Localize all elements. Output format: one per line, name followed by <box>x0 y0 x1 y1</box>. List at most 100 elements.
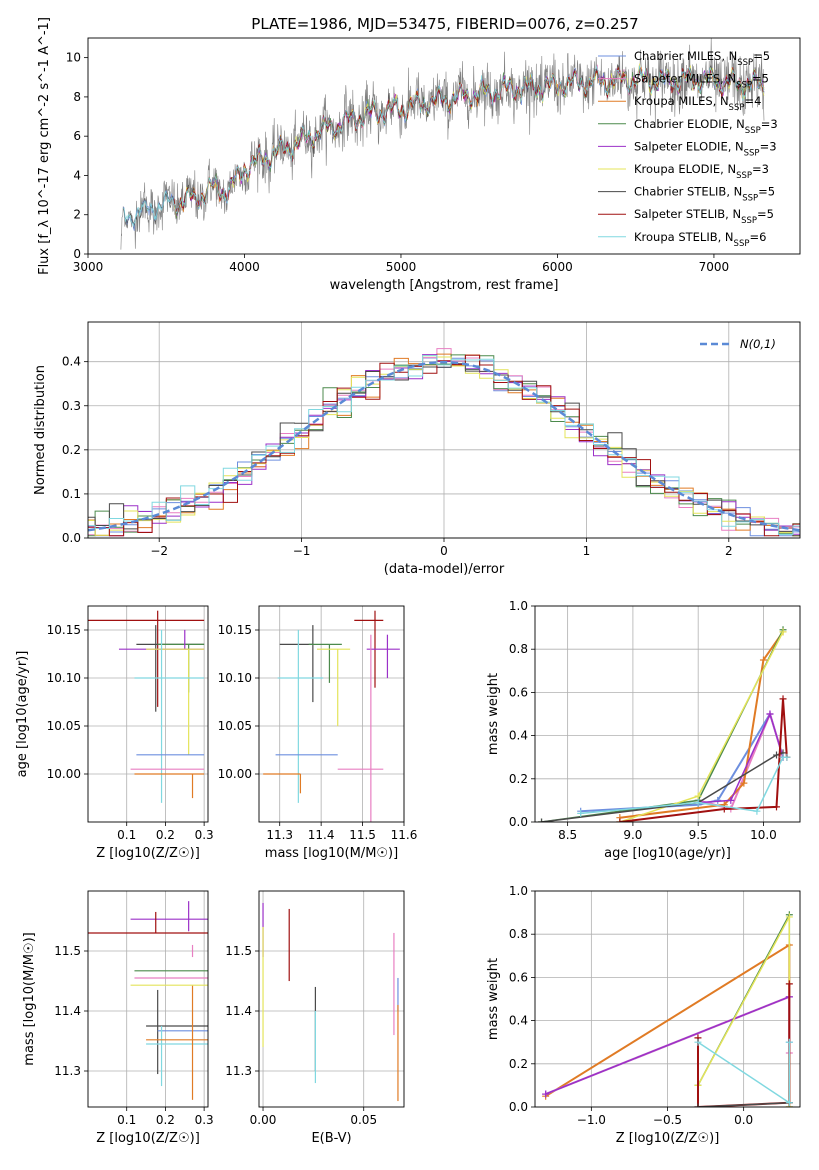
axes-spectrum: 3000 4000 5000 6000 7000 0 2 4 6 8 10 wavelength [A… <box>37 17 801 293</box>
series-marker <box>785 1038 793 1046</box>
legend-entry: Chabrier STELIB, NSSP=5 <box>634 185 775 204</box>
x-tick-label: 0 <box>440 544 448 558</box>
legend-text-part: =3 <box>752 162 769 176</box>
legend-text-part: Salpeter MILES, N <box>634 72 736 86</box>
legend-entry: Kroupa ELODIE, NSSP=3 <box>634 162 769 181</box>
errorbar-point <box>279 625 314 703</box>
x-tick-label: 4000 <box>229 260 260 274</box>
series-marker <box>779 695 787 703</box>
y-tick-label: 0 <box>73 247 81 261</box>
y-tick-label: 0.4 <box>62 355 81 369</box>
axes-frame <box>87 37 801 255</box>
plot-area-mass_vs_Z <box>88 901 208 1100</box>
y-tick-label: 10.05 <box>47 719 81 733</box>
y-tick-label: 10.15 <box>47 623 81 637</box>
series-line-chabrier-elodie <box>541 629 784 822</box>
y-tick-label: 1.0 <box>509 884 528 898</box>
errorbar-point <box>134 629 205 803</box>
plot-area-age_vs_Z <box>88 610 205 803</box>
legend-entry: Salpeter STELIB, NSSP=5 <box>634 207 774 226</box>
series-marker <box>542 1090 550 1098</box>
axes-mass_vs_Z: 0.1 0.2 0.3 11.3 11.4 11.5 Z [log10(Z/Z☉)] mass… <box>22 890 214 1146</box>
x-tick-label: 0.2 <box>156 828 175 842</box>
y-tick-label: 0.0 <box>509 1100 528 1114</box>
axes-frame <box>258 890 405 1108</box>
axes-frame <box>87 890 209 1108</box>
legend-text-part: =5 <box>757 207 774 221</box>
x-tick-label: 10.0 <box>750 828 777 842</box>
y-tick-label: 0.1 <box>62 487 81 501</box>
series-marker <box>773 803 781 811</box>
x-tick-label: 0.2 <box>156 1113 175 1127</box>
y-tick-label: 2 <box>73 208 81 222</box>
series-marker <box>740 779 748 787</box>
legend-entry: Chabrier MILES, NSSP=5 <box>634 49 770 68</box>
y-tick-label: 10.15 <box>218 623 252 637</box>
y-axis-label: mass weight <box>486 958 501 1040</box>
legend-text-part: Salpeter STELIB, N <box>634 207 741 221</box>
errorbar-point <box>157 643 205 693</box>
series-marker <box>766 710 774 718</box>
y-tick-label: 10.10 <box>218 671 252 685</box>
y-tick-label: 0.8 <box>509 642 528 656</box>
errorbar-point <box>337 634 384 822</box>
y-tick-label: 0.4 <box>509 1014 528 1028</box>
y-tick-label: 10 <box>66 51 81 65</box>
x-tick-label: 3000 <box>73 260 104 274</box>
series-marker <box>577 809 585 817</box>
y-tick-label: 8 <box>73 90 81 104</box>
series-marker <box>779 628 787 636</box>
x-tick-label: 7000 <box>699 260 730 274</box>
legend-text-part: =5 <box>758 185 775 199</box>
y-tick-label: 0.2 <box>509 772 528 786</box>
y-tick-label: 0.2 <box>62 443 81 457</box>
x-axis-label: age [log10(age/yr)] <box>604 846 731 861</box>
legend-text-part: =5 <box>753 49 770 63</box>
histogram-kroupa-stelib <box>88 355 800 535</box>
y-tick-label: 4 <box>73 168 81 182</box>
axes-residuals: −2 −1 0 1 2 0.0 0.1 0.2 0.3 0.4 (data-model)/error… <box>33 321 801 577</box>
axes-age_vs_Z: 0.1 0.2 0.3 10.00 10.05 10.10 10.15 Z [log10(Z/… <box>15 605 214 861</box>
y-tick-label: 1.0 <box>509 599 528 613</box>
legend-text-part: SSP <box>736 171 752 181</box>
plot-area-mass_weight_vs_age <box>538 626 791 822</box>
legend-text-part: SSP <box>737 58 753 68</box>
legend-text-part: =6 <box>749 230 766 244</box>
axes-mass_vs_EBV: 0.00 0.05 11.3 11.4 11.5 E(B-V) <box>225 890 405 1146</box>
series-marker <box>783 753 791 761</box>
x-tick-label: −0.5 <box>653 1113 682 1127</box>
axes-frame <box>534 605 801 823</box>
series-line-salpeter-elodie <box>698 711 784 804</box>
x-axis-label: mass [log10(M/M☉)] <box>265 846 398 861</box>
legend-text-part: Chabrier MILES, N <box>634 49 737 63</box>
series-marker <box>759 656 767 664</box>
errorbar-point <box>134 773 205 799</box>
y-tick-label: 10.00 <box>218 767 252 781</box>
errorbar-point <box>366 634 400 679</box>
errorbar-point <box>88 911 208 934</box>
y-tick-label: 0.2 <box>509 1057 528 1071</box>
y-tick-label: 0.0 <box>62 531 81 545</box>
errorbar-point <box>146 989 208 1075</box>
frame-mass_vs_EBV: 0.00 0.05 11.3 11.4 11.5 E(B-V) <box>225 890 405 1146</box>
frame-mass_weight_vs_Z: −1.0 −0.5 0.0 0.0 0.2 0.4 0.6 0.8 1.0 Z [log10(Z/… <box>486 884 801 1146</box>
y-tick-label: 0.6 <box>509 970 528 984</box>
errorbar-point <box>88 610 205 707</box>
x-tick-label: 0.3 <box>195 828 214 842</box>
x-tick-label: 0.3 <box>195 1113 214 1127</box>
series-marker <box>785 980 793 988</box>
plot-area-mass_weight_vs_Z <box>542 911 793 1107</box>
legend-text-part: SSP <box>744 148 760 158</box>
y-tick-label: 10.10 <box>47 671 81 685</box>
legend-entry-normal: N(0,1) <box>740 337 776 351</box>
y-tick-label: 11.4 <box>225 1004 252 1018</box>
legend-text-part: Chabrier STELIB, N <box>634 185 742 199</box>
series-marker <box>694 799 702 807</box>
x-tick-label: −2 <box>150 544 168 558</box>
legend-text-part: Kroupa MILES, N <box>634 94 729 108</box>
y-tick-label: 11.4 <box>54 1004 81 1018</box>
series-marker <box>694 1103 702 1107</box>
x-tick-label: 9.5 <box>689 828 708 842</box>
errorbar-point <box>130 901 208 932</box>
